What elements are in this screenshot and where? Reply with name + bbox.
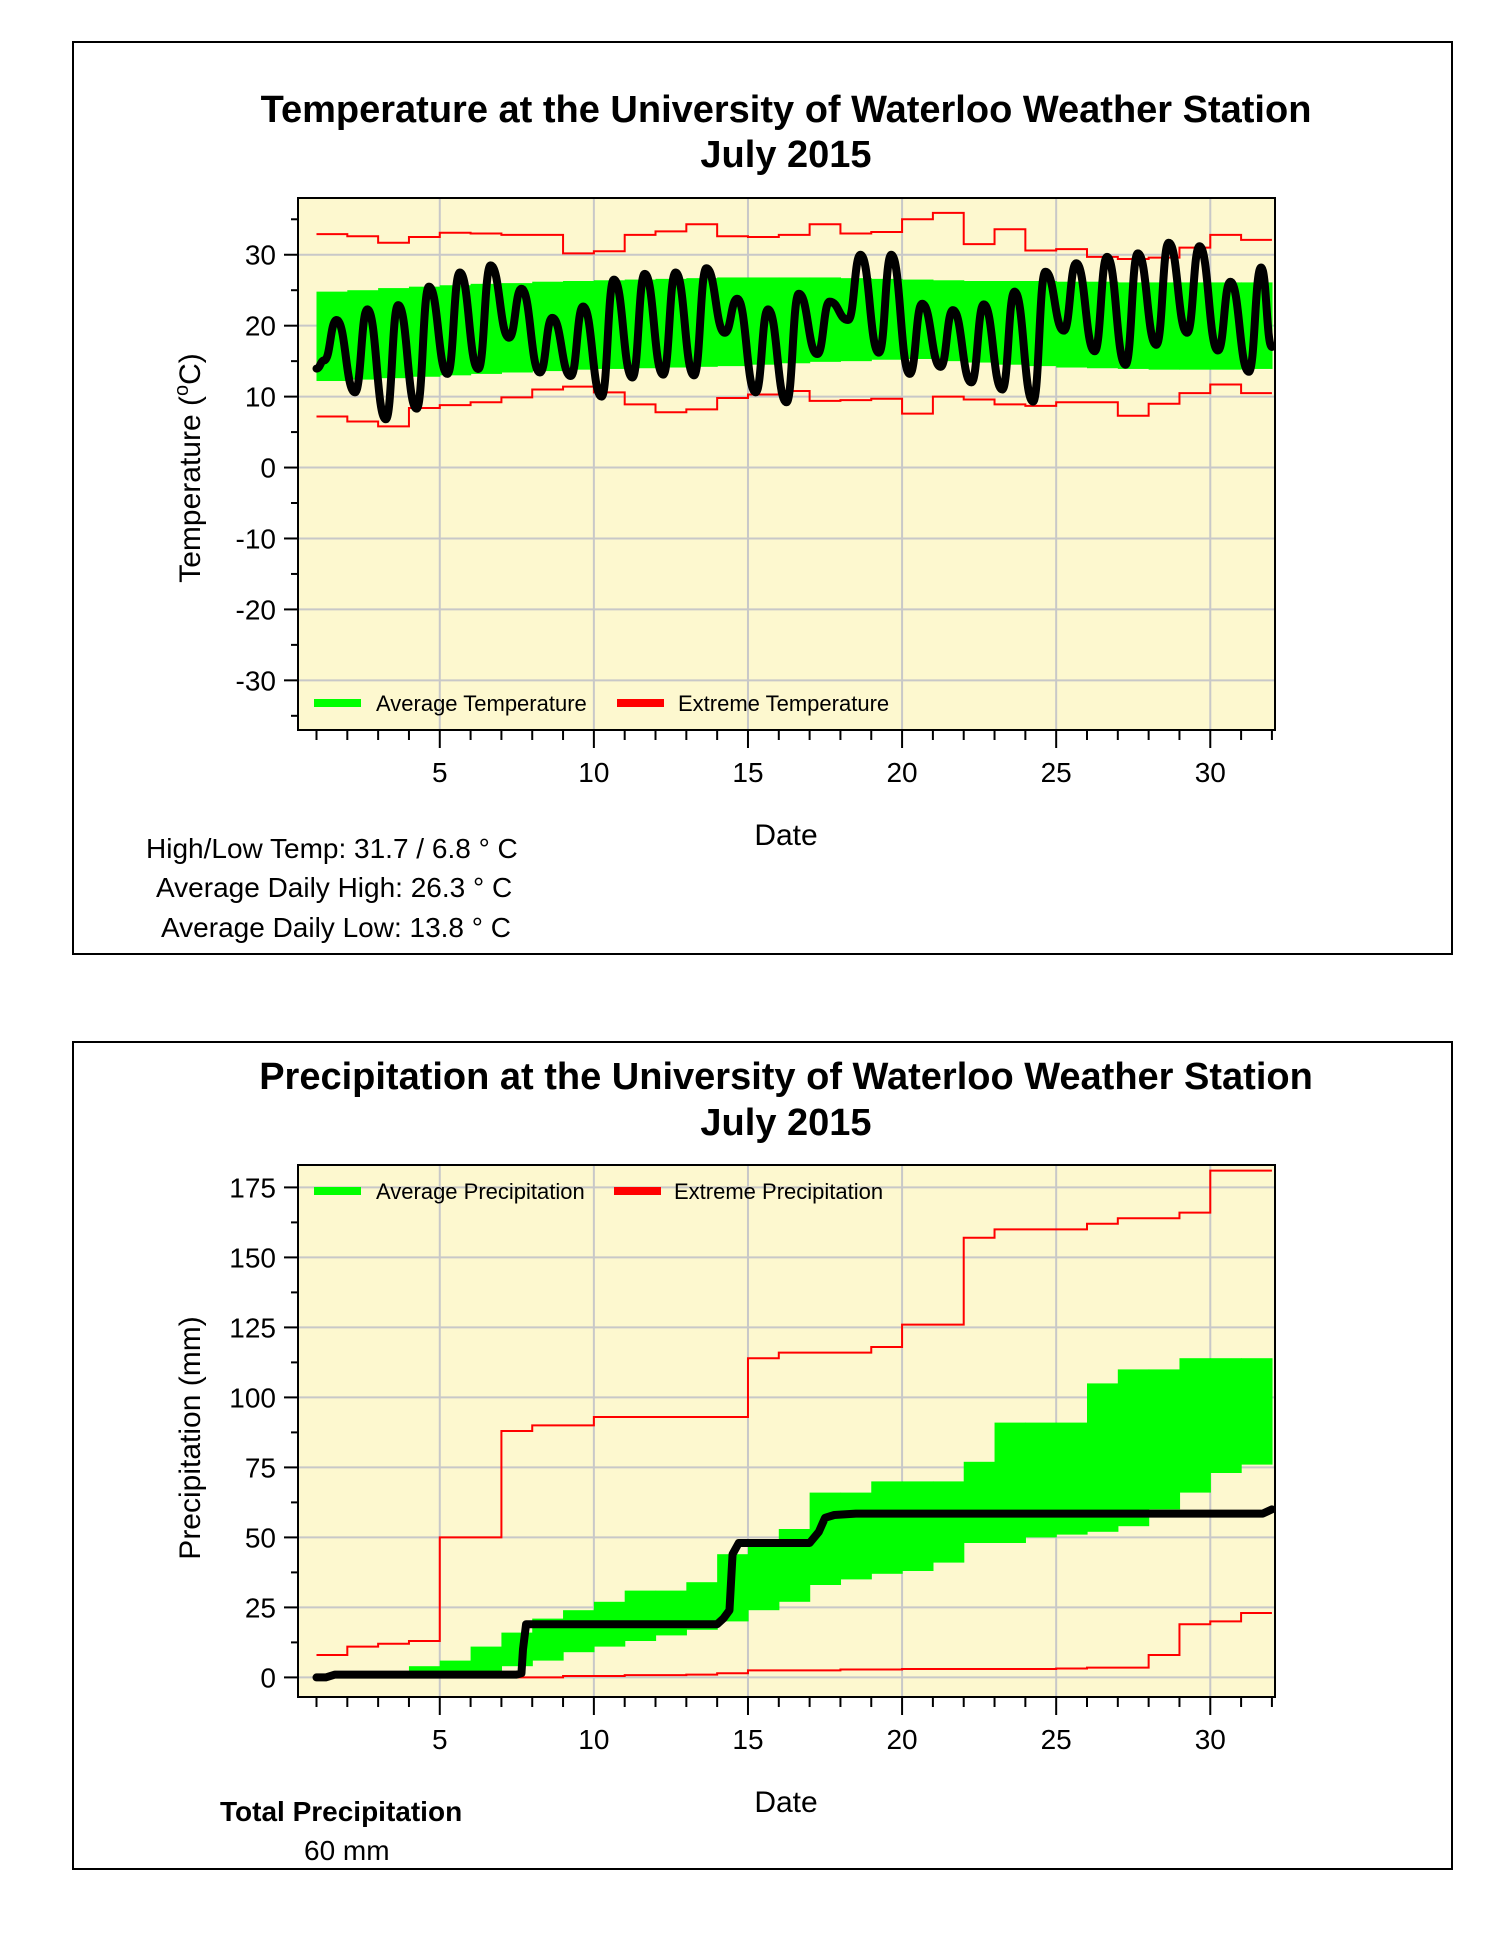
y-tick-label: -10: [236, 523, 276, 554]
y-tick-label: 0: [260, 1662, 276, 1693]
legend-extreme-label: Extreme Precipitation: [674, 1179, 883, 1204]
average-band-segment: [747, 1543, 780, 1611]
temperature-axes: 5 10 15 20 25 30 30 20 10 0 -10 -20 -30: [236, 218, 1273, 788]
precipitation-chart-title: Precipitation at the University of Water…: [259, 1056, 1313, 1098]
precipitation-observed: [312, 1505, 1276, 1682]
average-band-segment: [963, 1461, 996, 1543]
temperature-chart-title: Temperature at the University of Waterlo…: [261, 89, 1312, 131]
y-tick-label: 75: [245, 1452, 276, 1483]
x-tick-label: 10: [578, 757, 609, 788]
y-tick-label: -20: [236, 594, 276, 625]
precipitation-panel: Precipitation at the University of Water…: [72, 1041, 1453, 1870]
average-band-segment: [1117, 1369, 1150, 1527]
precipitation-chart-subtitle: July 2015: [700, 1102, 871, 1144]
observed-line: [312, 238, 1276, 424]
y-tick-label: 125: [229, 1312, 276, 1343]
average-band-segment: [563, 1610, 595, 1653]
y-tick-label: 100: [229, 1382, 276, 1413]
temperature-panel: Temperature at the University of Waterlo…: [72, 41, 1453, 955]
average-band-segment: [1179, 1358, 1211, 1493]
average-band-segment: [470, 1646, 503, 1672]
precipitation-y-axis-label: Precipitation (mm): [174, 1316, 207, 1559]
extreme-high-line: [316, 211, 1272, 261]
average-band-segment: [1056, 1422, 1088, 1535]
stat-average-daily-high: Average Daily High: 26.3 ° C: [156, 872, 513, 903]
total-precipitation-label: Total Precipitation: [220, 1796, 463, 1827]
x-tick-label: 15: [732, 1724, 763, 1755]
y-tick-label: 30: [245, 240, 276, 271]
y-tick-label: 10: [245, 382, 276, 413]
legend-extreme-label: Extreme Temperature: [678, 691, 889, 716]
y-tick-label: 175: [229, 1172, 276, 1203]
x-tick-label: 5: [432, 1724, 448, 1755]
average-band-segment: [1025, 1422, 1057, 1538]
extreme-low-line: [316, 1612, 1272, 1679]
temperature-chart: Temperature at the University of Waterlo…: [171, 89, 1312, 852]
y-tick-label: 20: [245, 311, 276, 342]
average-band-segment: [871, 1481, 903, 1574]
total-precipitation-value: 60 mm: [304, 1835, 390, 1866]
y-tick-label: 0: [260, 453, 276, 484]
average-band-segment: [1210, 1358, 1242, 1473]
average-band-segment: [932, 1481, 965, 1563]
x-tick-label: 30: [1195, 1724, 1226, 1755]
x-tick-label: 20: [886, 757, 917, 788]
stat-high-low: High/Low Temp: 31.7 / 6.8 ° C: [146, 833, 518, 864]
y-tick-label: -30: [236, 665, 276, 696]
x-tick-label: 30: [1195, 757, 1226, 788]
x-tick-label: 10: [578, 1724, 609, 1755]
legend-average-label: Average Temperature: [376, 691, 587, 716]
temperature-observed: [312, 238, 1276, 424]
x-tick-label: 25: [1041, 1724, 1072, 1755]
stat-average-daily-low: Average Daily Low: 13.8 ° C: [161, 912, 511, 943]
average-band-segment: [1148, 1369, 1181, 1510]
y-tick-label: 25: [245, 1592, 276, 1623]
temperature-y-axis-label: Temperature (oC): [171, 353, 207, 583]
y-tick-label: 150: [229, 1242, 276, 1273]
average-band-segment: [1241, 1358, 1273, 1465]
precipitation-axes: 5 10 15 20 25 30 175 150 125 100 75 50 25 0: [229, 1172, 1273, 1755]
x-tick-label: 25: [1041, 757, 1072, 788]
precipitation-average-band: [316, 1358, 1273, 1678]
precipitation-chart: Precipitation at the University of Water…: [174, 1056, 1313, 1819]
average-band-segment: [840, 1492, 872, 1580]
precipitation-x-axis-label: Date: [754, 1786, 817, 1819]
observed-line: [312, 1505, 1276, 1682]
x-tick-label: 15: [732, 757, 763, 788]
average-band-segment: [655, 1590, 687, 1636]
average-band-segment: [994, 1422, 1026, 1543]
legend-average-label: Average Precipitation: [376, 1179, 585, 1204]
y-tick-label: 50: [245, 1522, 276, 1553]
average-band-segment: [1086, 1383, 1119, 1532]
x-tick-label: 5: [432, 757, 448, 788]
average-band-segment: [902, 1481, 934, 1571]
precipitation-extremes: [316, 1169, 1272, 1679]
temperature-chart-subtitle: July 2015: [700, 134, 871, 176]
average-band-segment: [624, 1590, 657, 1641]
extreme-high-line: [316, 1169, 1272, 1656]
x-tick-label: 20: [886, 1724, 917, 1755]
temperature-x-axis-label: Date: [754, 819, 817, 852]
